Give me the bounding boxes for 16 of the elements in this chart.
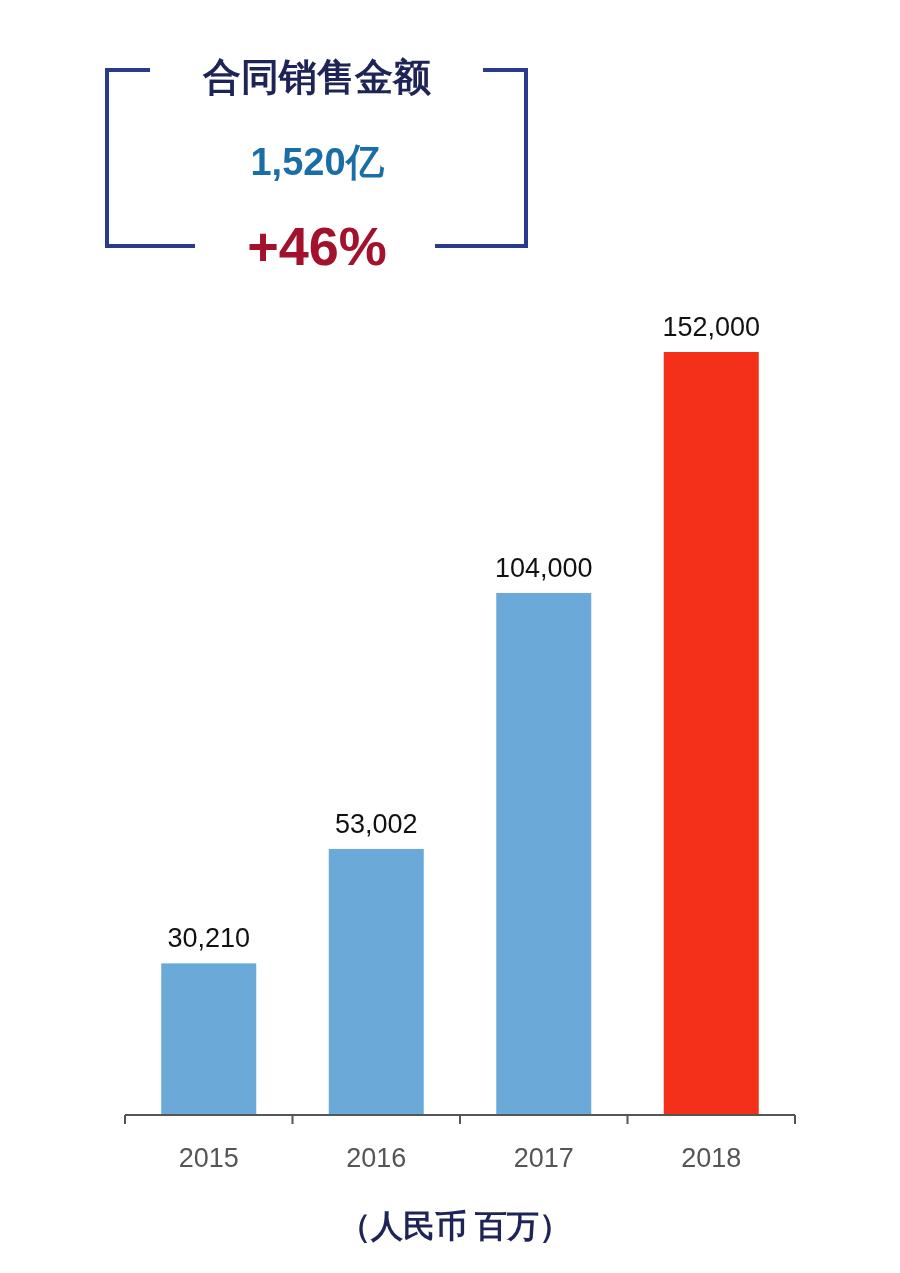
x-tick-label: 2015 xyxy=(178,1143,239,1173)
data-label: 104,000 xyxy=(494,552,593,583)
data-label: 53,002 xyxy=(334,808,418,839)
chart-title: 合同销售金额 xyxy=(202,56,431,98)
data-label: 30,210 xyxy=(167,923,251,954)
x-tick-label: 2017 xyxy=(513,1143,574,1173)
text: +46% xyxy=(247,216,387,276)
x-tick-label: 2016 xyxy=(346,1143,407,1173)
bar xyxy=(496,592,592,1115)
bar xyxy=(161,963,257,1115)
text: 1,520亿 xyxy=(250,141,385,183)
bar xyxy=(663,352,759,1115)
bar xyxy=(328,848,424,1115)
x-axis-title: （人民币 百万） xyxy=(338,1208,572,1244)
data-label: 152,000 xyxy=(662,312,761,342)
x-tick-label: 2018 xyxy=(681,1143,742,1173)
